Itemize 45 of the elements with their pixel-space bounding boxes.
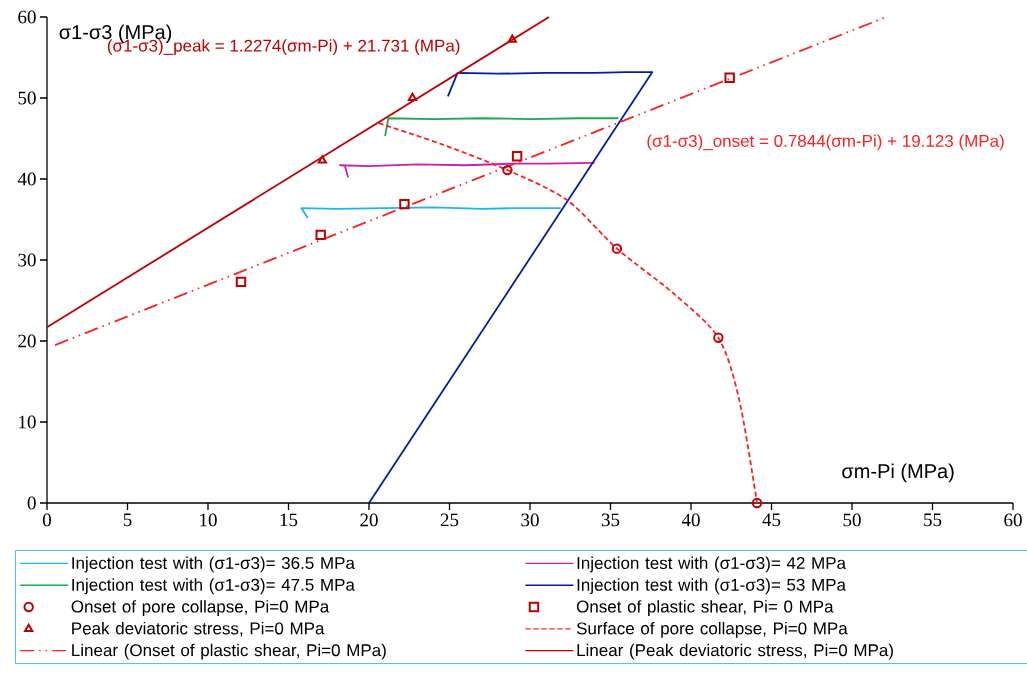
x-tick-label: 40 [681,513,700,527]
point [511,151,523,162]
legend-label: Onset of plastic shear, Pi= 0 MPa [576,600,834,616]
legend-label: Injection test with (σ1-σ3)= 42 MPa [577,556,847,573]
x-axis-title: σm-Pi (MPa) [842,463,954,483]
x-tick-label: 15 [280,513,298,527]
point [502,164,513,176]
point [399,198,410,210]
legend-label: Linear (Onset of plastic shear, Pi=0 MPa) [72,643,386,660]
x-tick-label: 10 [200,513,217,527]
x-tick-label: 35 [601,513,620,527]
y-tick-label: 40 [17,172,36,186]
legend-label: Peak deviatoric stress, Pi=0 MPa [72,621,325,637]
x-tick-label: 55 [924,513,942,527]
point [724,72,735,83]
legend-label: Injection test with (σ1-σ3)= 47.5 MPa [72,578,355,595]
line-series [339,161,596,179]
x-tick-label: 60 [1004,513,1022,527]
x-tick-label: 25 [440,513,459,527]
y-tick-label: 10 [19,415,36,429]
x-tick-label: 30 [521,513,539,527]
legend-label: Onset of pore collapse, Pi=0 MPa [71,600,330,616]
y-tick-label: 0 [27,496,36,510]
point [751,497,763,509]
x-tick-label: 5 [123,513,132,527]
legend-label: Injection test with (σ1-σ3)= 53 MPa [577,578,847,595]
legend-label: Injection test with (σ1-σ3)= 36.5 MPa [72,556,355,573]
point [235,276,247,288]
point [713,332,724,343]
legend-label: Surface of pore collapse, Pi=0 MPa [576,621,848,638]
y-tick-label: 20 [18,334,36,348]
x-tick-label: 20 [360,513,378,527]
point [315,229,326,241]
y-tick-label: 30 [18,253,36,267]
point [317,155,327,164]
point [407,92,418,102]
point [611,243,623,254]
y-tick-label: 50 [18,91,36,105]
x-tick-label: 50 [843,513,861,527]
annotation: (σ1-σ3)_onset = 0.7844(σm-Pi) + 19.123 (MPa) [647,134,1004,151]
x-tick-label: 0 [42,513,52,527]
y-tick-label: 60 [18,10,36,24]
x-tick-label: 45 [762,513,781,527]
point [507,34,517,43]
legend-label: Linear (Peak deviatoric stress, Pi=0 MPa) [577,643,893,660]
